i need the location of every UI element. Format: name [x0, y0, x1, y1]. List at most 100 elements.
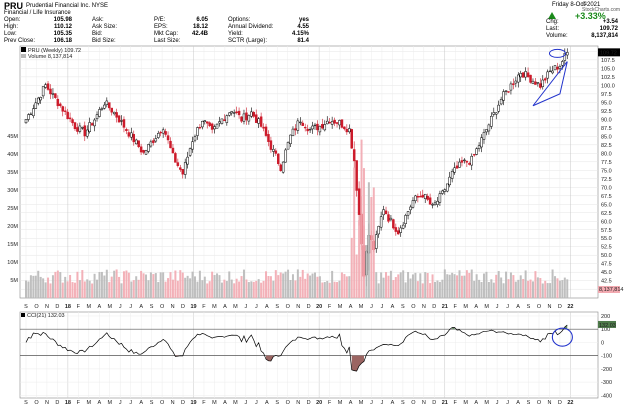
candle-body: [225, 115, 229, 123]
candle-body: [382, 209, 385, 216]
candle-body: [166, 135, 170, 141]
candle-body: [127, 132, 131, 137]
volume-bar: [534, 271, 537, 298]
candle-body: [125, 129, 128, 132]
candle-body: [289, 134, 292, 144]
x-month-label: O: [34, 400, 39, 406]
cci-last-tag: [598, 320, 616, 328]
candle-body: [350, 129, 353, 149]
candle-body: [149, 141, 153, 147]
candle-body: [487, 124, 491, 132]
x-month-label: O: [160, 304, 165, 310]
volume-bar: [404, 282, 407, 298]
candle-body: [78, 125, 82, 132]
volume-bar: [512, 275, 515, 298]
quote-label: Volume:: [546, 33, 568, 39]
volume-bar: [314, 272, 316, 298]
x-month-label: J: [244, 400, 247, 406]
volume-bar: [380, 272, 383, 298]
volume-bar: [360, 139, 363, 298]
candle-body: [213, 126, 216, 130]
candle-body: [294, 128, 297, 131]
candle-body: [208, 122, 211, 126]
x-month-label: A: [139, 400, 143, 406]
volume-legend: Volume 8,137,814: [28, 54, 72, 60]
volume-bar: [56, 270, 59, 298]
candle-body: [556, 66, 559, 70]
candle-body: [313, 124, 317, 127]
candle-body: [117, 115, 121, 123]
volume-bar: [78, 280, 81, 298]
volume-bar: [49, 283, 52, 298]
candle-body: [399, 227, 402, 233]
candle-body: [68, 117, 72, 120]
volume-bar: [159, 272, 162, 298]
volume-tag-label: 8,137,814: [599, 287, 623, 293]
candle-body: [470, 156, 473, 166]
volume-bar: [549, 283, 552, 298]
x-month-label: J: [244, 304, 247, 310]
quote-label: Options:: [228, 17, 251, 23]
candle-body: [134, 139, 138, 145]
candle-body: [441, 190, 444, 194]
x-month-label: M: [212, 304, 217, 310]
volume-bar: [147, 280, 150, 298]
quote-value: 4.55: [297, 24, 309, 30]
candle-body: [139, 146, 143, 153]
volume-tick-label: 45M: [7, 134, 18, 140]
volume-bar: [211, 271, 214, 298]
candle-body: [269, 140, 273, 150]
candle-body: [406, 211, 410, 216]
candle-body: [130, 132, 133, 138]
candle-body: [223, 119, 226, 121]
candle-body: [563, 53, 567, 61]
volume-bar: [345, 276, 348, 298]
volume-bar: [340, 272, 343, 298]
volume-bar: [125, 270, 128, 298]
candle-body: [46, 83, 50, 90]
volume-bar: [473, 280, 476, 298]
volume-bar: [353, 167, 356, 298]
x-month-label: J: [381, 400, 384, 406]
x-month-label: O: [160, 400, 165, 406]
candle-body: [519, 73, 522, 78]
x-month-label: J: [496, 400, 499, 406]
candle-body: [159, 131, 162, 134]
legend-swatch: [21, 47, 26, 52]
volume-bar: [66, 281, 69, 298]
volume-bar: [29, 275, 32, 298]
candle-body: [61, 106, 64, 112]
volume-bar: [110, 276, 113, 298]
candle-body: [108, 102, 111, 109]
volume-bar: [235, 278, 238, 298]
candle-body: [548, 70, 552, 73]
price-tick-label: 100.0: [601, 83, 615, 89]
volume-bar: [482, 273, 485, 298]
candle-body: [303, 126, 307, 129]
volume-bar: [59, 272, 62, 298]
candle-body: [230, 111, 233, 114]
volume-bar: [179, 270, 182, 298]
volume-bar: [505, 271, 508, 298]
x-month-label: J: [255, 304, 258, 310]
candle-body: [188, 148, 192, 156]
volume-bar: [228, 271, 231, 298]
candle-body: [205, 121, 209, 124]
candle-body: [421, 194, 425, 198]
volume-bar: [358, 220, 361, 298]
candle-body: [397, 230, 400, 235]
x-month-label: D: [432, 304, 436, 310]
volume-bar: [434, 281, 437, 298]
x-month-label: D: [558, 400, 562, 406]
x-month-label: A: [391, 304, 395, 310]
volume-bar: [242, 269, 245, 298]
volume-bar: [267, 276, 270, 298]
x-month-label: J: [506, 304, 509, 310]
volume-bar: [218, 275, 221, 298]
candle-body: [274, 150, 278, 154]
volume-bar: [269, 276, 272, 298]
volume-bar: [44, 282, 47, 298]
volume-tick-label: 15M: [7, 242, 18, 248]
volume-bar: [546, 283, 549, 298]
cci-zone: [452, 327, 455, 330]
